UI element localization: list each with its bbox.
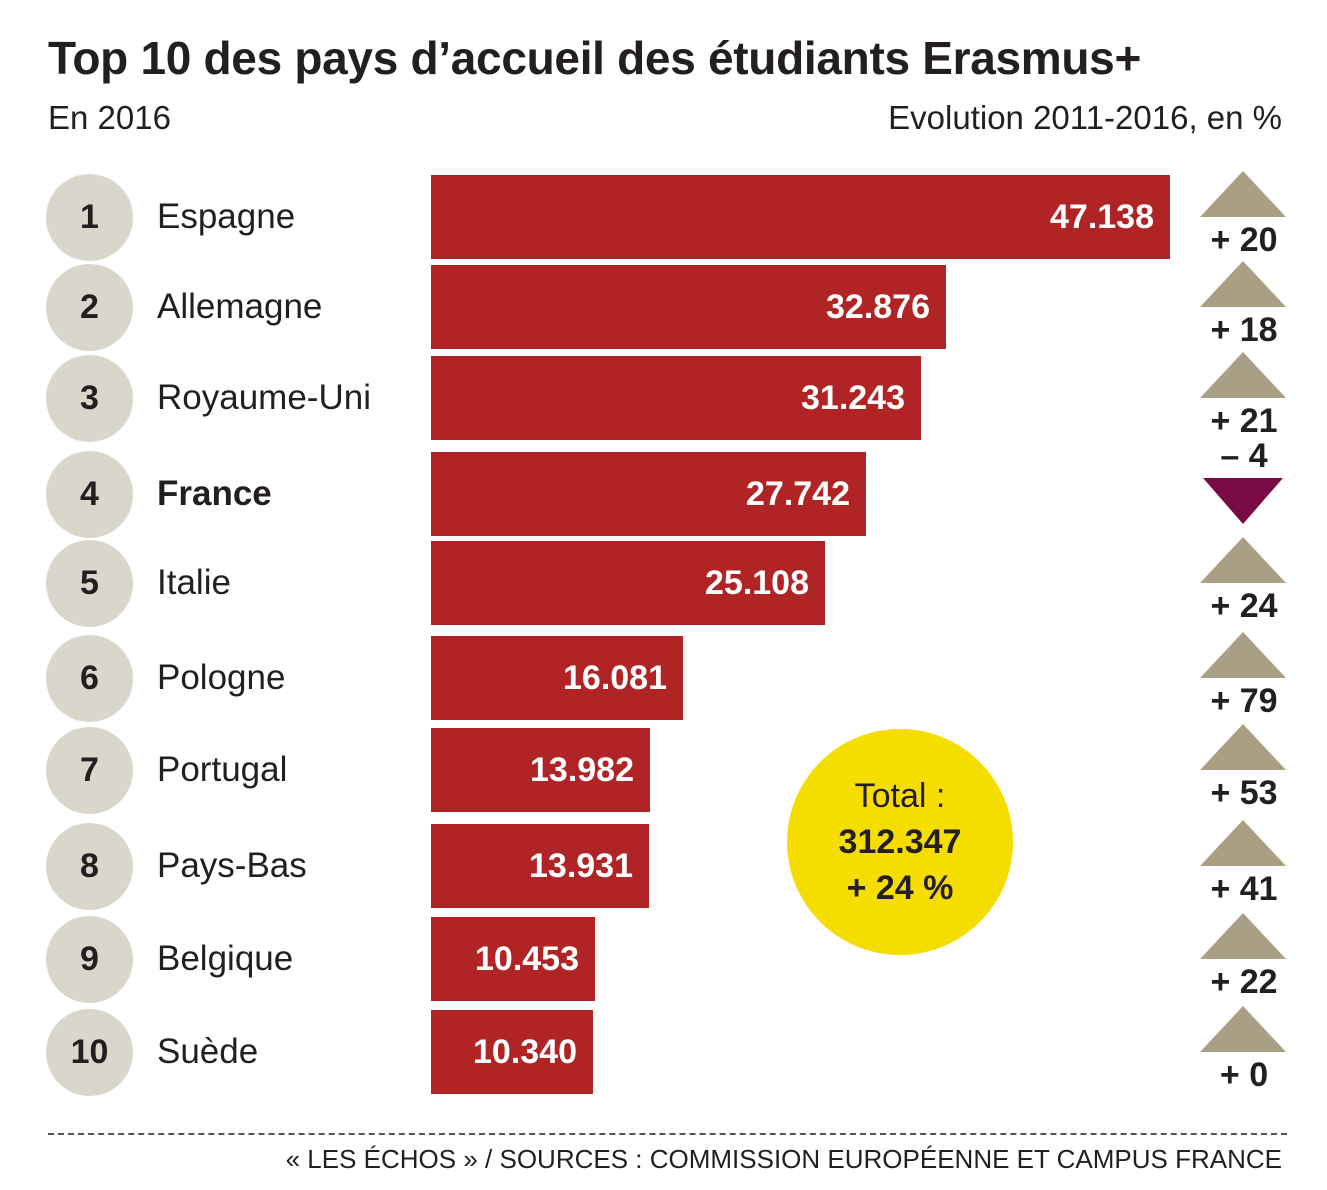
rank-badge: 7: [46, 727, 133, 814]
bar-value-label: 16.081: [563, 659, 667, 697]
bar-value-label: 25.108: [705, 564, 809, 602]
rank-badge: 5: [46, 540, 133, 627]
chart-title: Top 10 des pays d’accueil des étudiants …: [48, 32, 1142, 84]
increase-triangle-icon: [1200, 352, 1286, 398]
country-label: Pays-Bas: [157, 846, 307, 885]
bar: [431, 541, 825, 625]
bar: [431, 452, 866, 536]
country-label: Belgique: [157, 939, 294, 978]
bar-value-label: 27.742: [746, 475, 850, 513]
country-label: Royaume-Uni: [157, 378, 371, 417]
triangle-up-shape: [1200, 724, 1286, 770]
increase-triangle-icon: [1200, 632, 1286, 678]
source-credit: « LES ÉCHOS » / SOURCES : COMMISSION EUR…: [285, 1144, 1282, 1174]
rank-badge: 4: [46, 451, 133, 538]
evolution-label: + 20: [1210, 221, 1278, 259]
footer-divider: [48, 1133, 1287, 1135]
rank-badge: 6: [46, 635, 133, 722]
increase-triangle-icon: [1200, 724, 1286, 770]
bar-value-label: 10.340: [473, 1033, 577, 1071]
country-label: Portugal: [157, 750, 288, 789]
country-label: Italie: [157, 563, 231, 602]
evolution-label: + 22: [1210, 963, 1278, 1001]
decrease-triangle-icon: [1203, 478, 1283, 524]
triangle-down-shape: [1203, 478, 1283, 524]
rank-badge: 10: [46, 1009, 133, 1096]
increase-triangle-icon: [1200, 537, 1286, 583]
evolution-label: + 41: [1210, 870, 1278, 908]
evolution-label: + 21: [1210, 402, 1278, 440]
bar: [431, 175, 1170, 259]
rank-badge: 3: [46, 355, 133, 442]
bar: [431, 1010, 593, 1094]
triangle-up-shape: [1200, 820, 1286, 866]
increase-triangle-icon: [1200, 1006, 1286, 1052]
evolution-label: + 79: [1210, 682, 1278, 720]
bar: [431, 824, 649, 908]
rank-badge: 8: [46, 823, 133, 910]
evolution-label: + 53: [1210, 774, 1278, 812]
evolution-label: + 0: [1219, 1056, 1269, 1094]
country-label: Allemagne: [157, 287, 323, 326]
triangle-up-shape: [1200, 352, 1286, 398]
increase-triangle-icon: [1200, 913, 1286, 959]
rank-badge: 1: [46, 174, 133, 261]
country-label: Espagne: [157, 197, 296, 236]
total-label: Total :: [854, 777, 946, 815]
evolution-column-title: Evolution 2011-2016, en %: [888, 99, 1282, 136]
bar: [431, 728, 650, 812]
triangle-up-shape: [1200, 261, 1286, 307]
triangle-up-shape: [1200, 632, 1286, 678]
total-change: + 24 %: [846, 869, 954, 907]
bar: [431, 636, 683, 720]
triangle-up-shape: [1200, 537, 1286, 583]
total-value: 312.347: [838, 823, 962, 861]
chart-subtitle: En 2016: [48, 99, 171, 136]
increase-triangle-icon: [1200, 261, 1286, 307]
triangle-up-shape: [1200, 171, 1286, 217]
evolution-label: + 18: [1210, 311, 1278, 349]
country-label: Pologne: [157, 658, 286, 697]
evolution-label: + 24: [1210, 587, 1278, 625]
evolution-label: – 4: [1220, 437, 1268, 475]
bar-value-label: 13.931: [529, 847, 633, 885]
bar-value-label: 31.243: [801, 379, 905, 417]
country-label: Suède: [157, 1032, 259, 1071]
bar-value-label: 10.453: [475, 940, 579, 978]
bar: [431, 356, 921, 440]
triangle-up-shape: [1200, 913, 1286, 959]
rank-badge: 9: [46, 916, 133, 1003]
bar: [431, 265, 946, 349]
total-badge: Total : 312.347 + 24 %: [787, 729, 1013, 955]
country-label: France: [157, 474, 272, 513]
increase-triangle-icon: [1200, 171, 1286, 217]
rank-badge: 2: [46, 264, 133, 351]
triangle-up-shape: [1200, 1006, 1286, 1052]
bar-value-label: 32.876: [826, 288, 930, 326]
bar-value-label: 13.982: [530, 751, 634, 789]
bar-value-label: 47.138: [1050, 198, 1154, 236]
bar: [431, 917, 595, 1001]
increase-triangle-icon: [1200, 820, 1286, 866]
